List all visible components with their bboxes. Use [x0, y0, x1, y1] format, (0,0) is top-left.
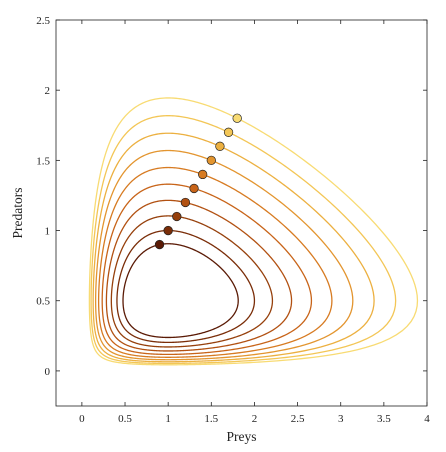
- y-axis-title: Predators: [10, 188, 25, 239]
- initial-point: [189, 183, 199, 194]
- plot-frame: [55, 19, 428, 407]
- x-tick-label: 2.5: [291, 413, 305, 425]
- x-axis-ticks: 0 0.5 1 1.5 2 2.5 3 3.5 4: [79, 20, 430, 425]
- x-tick-label: 0: [79, 413, 85, 425]
- y-tick-label: 1.5: [36, 155, 50, 167]
- x-tick-label: 1.5: [204, 413, 218, 425]
- x-tick-label: 4: [424, 413, 430, 425]
- initial-point: [215, 141, 225, 151]
- initial-point: [206, 155, 216, 166]
- y-tick-label: 2.5: [36, 15, 50, 27]
- initial-point: [172, 211, 182, 222]
- orbit-line: [101, 183, 313, 356]
- orbit-line: [110, 215, 274, 348]
- initial-point: [180, 197, 191, 208]
- orbit-line: [116, 229, 256, 344]
- orbit-line: [122, 243, 239, 339]
- y-axis-ticks: 0 0.5 1 1.5 2 2.5: [36, 15, 427, 378]
- initial-markers: [154, 113, 242, 250]
- x-tick-label: 1: [165, 413, 171, 425]
- initial-point: [223, 127, 234, 137]
- x-tick-label: 2: [252, 413, 258, 425]
- x-axis-title: Preys: [227, 429, 257, 444]
- initial-point: [154, 239, 165, 250]
- x-tick-label: 3.5: [377, 413, 391, 425]
- initial-point: [232, 113, 242, 123]
- y-tick-label: 1: [45, 226, 51, 238]
- orbit-line: [105, 199, 293, 352]
- initial-point: [163, 225, 173, 236]
- y-tick-label: 0.5: [36, 296, 50, 308]
- x-tick-label: 3: [338, 413, 344, 425]
- initial-point: [198, 169, 208, 180]
- orbit-line: [97, 166, 333, 358]
- orbit-line: [94, 149, 354, 361]
- y-tick-label: 2: [45, 85, 51, 97]
- x-tick-label: 0.5: [118, 413, 132, 425]
- y-tick-label: 0: [45, 366, 51, 378]
